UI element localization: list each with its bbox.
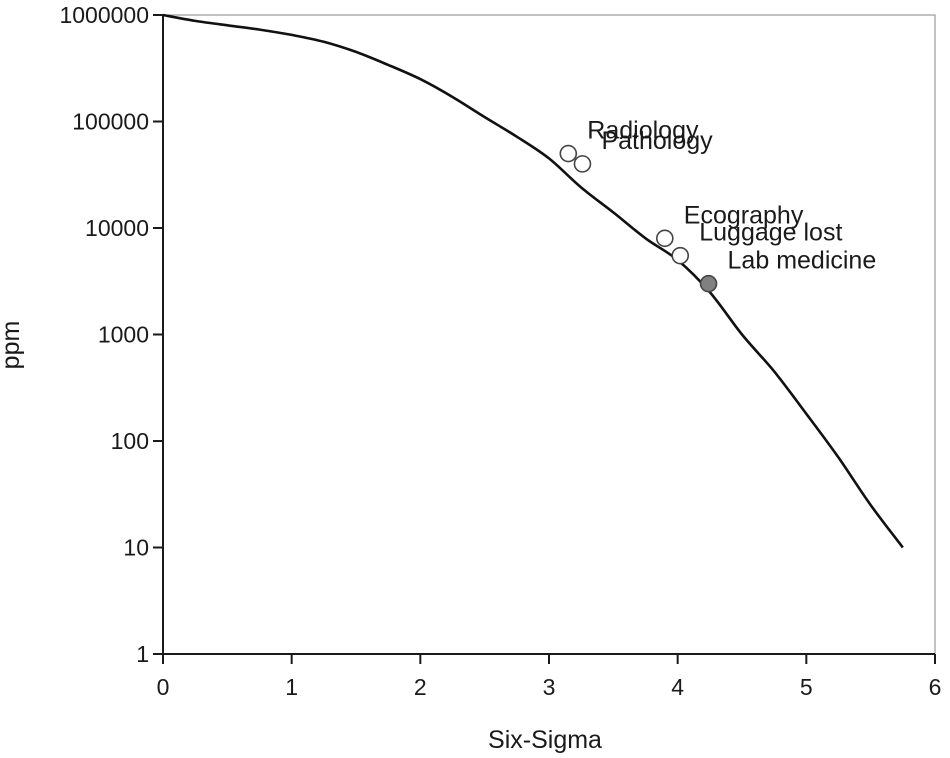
y-tick-label: 10000 <box>85 215 149 241</box>
data-point-marker <box>559 144 578 163</box>
x-tick-label: 1 <box>285 674 298 700</box>
data-point-label: Luggage lost <box>699 219 842 247</box>
data-point-marker <box>671 246 690 265</box>
y-axis-title: ppm <box>0 321 25 370</box>
y-ticks: 1 10 100 1000 10000 100000 1000000 <box>59 2 163 667</box>
y-tick-label: 100 <box>111 428 149 454</box>
data-point-label: Ecography <box>684 201 804 229</box>
x-axis-title: Six-Sigma <box>488 726 602 754</box>
data-point-marker <box>573 155 592 173</box>
y-tick-label: 10 <box>123 535 149 561</box>
x-tick-label: 0 <box>157 674 170 700</box>
data-point-marker <box>699 274 718 293</box>
plot-frame <box>162 14 936 655</box>
y-tick-label: 1 <box>136 641 149 667</box>
x-tick-label: 5 <box>800 674 813 700</box>
ppm-curve <box>162 13 904 549</box>
x-tick-label: 3 <box>543 674 556 700</box>
y-tick-label: 100000 <box>72 109 149 135</box>
x-tick-label: 4 <box>671 674 684 700</box>
y-tick-label: 1000 <box>98 322 149 348</box>
data-point-marker <box>655 229 674 248</box>
y-tick-label: 1000000 <box>59 2 149 28</box>
x-tick-label: 2 <box>414 674 427 700</box>
x-ticks: 0 1 2 3 4 5 6 <box>157 654 942 700</box>
data-point-label: Lab medicine <box>728 247 877 275</box>
x-tick-label: 6 <box>929 674 942 700</box>
data-point-label: Radiology <box>587 117 699 145</box>
data-point-label: Pathology <box>601 127 713 155</box>
